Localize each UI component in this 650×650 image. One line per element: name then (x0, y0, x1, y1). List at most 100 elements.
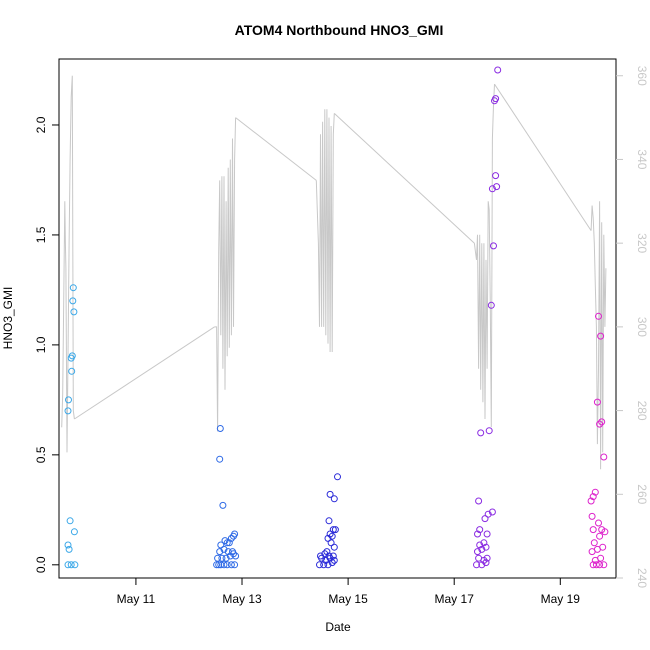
points-layer (64, 66, 609, 569)
x-tick-label-2: May 13 (222, 592, 262, 606)
flight-4-point-20 (485, 427, 493, 435)
flight-4-point-3 (482, 559, 490, 567)
flight-1-point-8 (64, 407, 72, 415)
flight-1-point-2 (67, 561, 75, 569)
flight-1-point-9 (65, 396, 72, 404)
flight-2-point-2 (215, 561, 223, 569)
flight-1-point-5 (65, 545, 73, 553)
x-axis: May 11 May 13 May 15 May 17 May 19 (117, 577, 581, 606)
flight-5-point-14 (598, 526, 606, 534)
flight-5-point-25 (595, 312, 602, 320)
flight-1-point-6 (66, 517, 74, 525)
flight-2-point-14 (216, 548, 224, 556)
flight-2-point-17 (229, 548, 236, 556)
flight-2-point-27 (219, 501, 227, 509)
flight-4-point-22 (490, 242, 497, 250)
x-tick-label-1: May 11 (117, 592, 156, 606)
flight-4-point-14 (476, 526, 484, 534)
flight-1-point-4 (64, 541, 72, 549)
flight-3-point-18 (331, 526, 339, 534)
flight-4-point-1 (473, 561, 480, 569)
flight-5-point-11 (596, 532, 604, 540)
flight-1-point-10 (68, 367, 76, 375)
flight-5-point-18 (589, 493, 597, 501)
flight-1-point-14 (69, 284, 77, 292)
flight-5-point-16 (588, 512, 596, 520)
line-layer (61, 75, 607, 470)
flight-2-point-9 (218, 554, 226, 562)
flight-5-point-20 (593, 398, 601, 406)
line-segment-3 (214, 117, 237, 432)
flight-5-point-23 (600, 453, 608, 461)
flight-4-point-16 (484, 510, 492, 518)
flight-3-point-9 (317, 552, 324, 560)
flight-3-point-8 (330, 556, 338, 564)
flight-4-point-8 (478, 545, 486, 553)
flight-5-point-6 (597, 554, 605, 562)
flight-4-point-23 (488, 185, 496, 193)
chart-title: ATOM4 Northbound HNO3_GMI (235, 22, 444, 38)
flight-3-point-11 (325, 552, 333, 560)
flight-3-point-24 (334, 473, 341, 481)
flight-5-point-19 (591, 488, 599, 496)
flight-4-point-12 (474, 530, 481, 538)
flight-1-point-13 (69, 297, 77, 305)
y2-tick-label-1: 240 (635, 568, 649, 588)
flight-2-point-16 (224, 548, 232, 556)
flight-4-point-24 (493, 183, 501, 191)
flight-4-point-18 (475, 497, 483, 505)
flight-5-point-22 (598, 418, 606, 426)
y2-tick-label-5: 320 (635, 233, 649, 253)
flight-3-point-17 (329, 526, 337, 534)
flight-1-point-15 (70, 308, 78, 316)
flight-2-point-24 (223, 539, 231, 547)
flight-4-point-19 (477, 429, 485, 437)
line-segment-9 (590, 201, 607, 470)
flight-3-point-13 (323, 548, 331, 556)
line-segment-1 (61, 75, 75, 453)
flight-2-point-5 (223, 561, 231, 569)
flight-3-point-12 (329, 552, 337, 560)
flight-2-point-7 (231, 561, 239, 569)
flight-2-point-20 (221, 537, 229, 545)
line-segment-6 (333, 113, 475, 244)
flight-5-point-21 (596, 420, 604, 428)
y-axis-label: HNO3_GMI (1, 287, 15, 350)
flight-2-point-18 (217, 541, 225, 549)
flight-3-point-10 (321, 550, 329, 558)
flight-5-point-10 (590, 539, 598, 547)
x-tick-label-4: May 17 (435, 592, 475, 606)
flight-2-point-4 (220, 561, 228, 569)
flight-2-point-26 (216, 425, 224, 432)
y-axis: 0.0 0.5 1.0 1.5 2.0 (34, 116, 60, 573)
y2-tick-label-4: 300 (635, 317, 649, 337)
flight-3-point-3 (324, 561, 332, 569)
flight-4-point-28 (494, 66, 502, 74)
flight-3-point-15 (324, 534, 332, 542)
x-tick-label-5: May 19 (541, 592, 581, 606)
flight-2-point-19 (225, 539, 233, 547)
y2-tick-label-3: 280 (635, 401, 649, 421)
y-tick-label-2: 0.5 (34, 446, 48, 463)
flight-2-point-1 (213, 561, 221, 569)
y2-tick-label-2: 260 (635, 484, 649, 504)
flight-4-point-6 (483, 554, 491, 562)
flight-3-point-23 (330, 495, 338, 503)
flight-4-point-11 (480, 539, 488, 547)
y2-axis: 240 260 280 300 320 340 360 (616, 66, 649, 588)
line-segment-7 (473, 84, 495, 428)
y-tick-label-5: 2.0 (34, 116, 48, 133)
flight-3-point-1 (316, 561, 323, 569)
flight-5-point-17 (587, 497, 595, 505)
x-tick-label-3: May 15 (328, 592, 368, 606)
line-segment-8 (494, 83, 592, 231)
flight-4-point-13 (483, 530, 491, 538)
flight-3-point-20 (325, 517, 333, 525)
x-axis-label: Date (325, 620, 351, 634)
flight-5-point-9 (599, 543, 607, 551)
flight-3-point-2 (320, 561, 328, 569)
flight-4-point-7 (474, 548, 481, 556)
line-segment-4 (235, 117, 317, 181)
flight-2-point-10 (222, 554, 230, 562)
